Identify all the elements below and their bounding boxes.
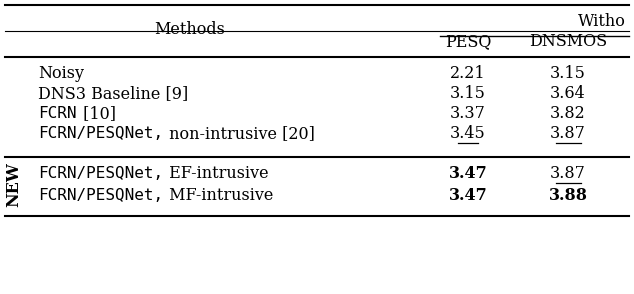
Text: Noisy: Noisy — [38, 66, 84, 83]
Text: 3.82: 3.82 — [550, 106, 586, 123]
Text: non-intrusive [20]: non-intrusive [20] — [164, 126, 315, 143]
Text: 3.47: 3.47 — [449, 166, 488, 183]
Text: Witho: Witho — [578, 14, 626, 31]
Text: 3.64: 3.64 — [550, 86, 586, 103]
Text: 3.15: 3.15 — [550, 66, 586, 83]
Text: Methods: Methods — [155, 21, 226, 39]
Text: PESQ: PESQ — [445, 34, 491, 51]
Text: FCRN/PESQNet,: FCRN/PESQNet, — [38, 126, 163, 141]
Text: FCRN/PESQNet,: FCRN/PESQNet, — [38, 188, 163, 203]
Text: 3.37: 3.37 — [450, 106, 486, 123]
Text: FCRN: FCRN — [38, 106, 77, 121]
Text: DNS3 Baseline [9]: DNS3 Baseline [9] — [38, 86, 188, 103]
Text: EF-intrusive: EF-intrusive — [164, 166, 269, 183]
Text: 3.15: 3.15 — [450, 86, 486, 103]
Text: FCRN/PESQNet,: FCRN/PESQNet, — [38, 166, 163, 181]
Text: 2.21: 2.21 — [450, 66, 486, 83]
Text: 3.47: 3.47 — [449, 188, 488, 205]
Text: [10]: [10] — [77, 106, 115, 123]
Text: 3.45: 3.45 — [450, 126, 486, 143]
Text: 3.87: 3.87 — [550, 166, 586, 183]
Text: NEW: NEW — [6, 163, 22, 208]
Text: 3.88: 3.88 — [548, 188, 588, 205]
Text: DNSMOS: DNSMOS — [529, 34, 607, 51]
Text: MF-intrusive: MF-intrusive — [164, 188, 273, 205]
Text: 3.87: 3.87 — [550, 126, 586, 143]
